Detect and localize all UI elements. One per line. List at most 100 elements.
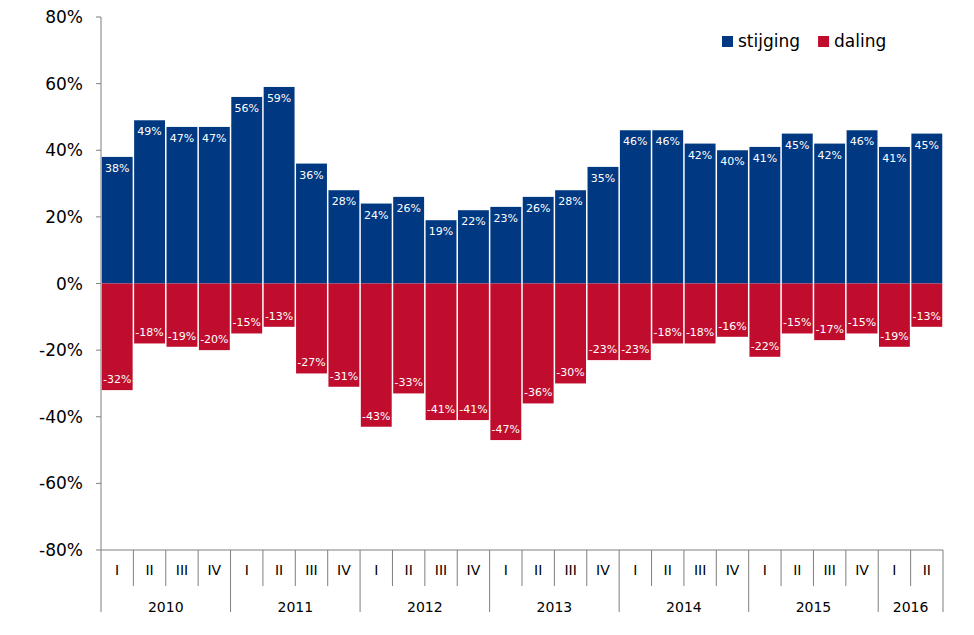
bar bbox=[620, 284, 651, 361]
bar bbox=[588, 167, 619, 284]
x-tick-label: II bbox=[664, 562, 672, 578]
chart: 38%49%47%47%56%59%36%28%24%26%19%22%23%2… bbox=[0, 0, 974, 635]
x-tick-label: IV bbox=[337, 562, 351, 578]
data-label: -43% bbox=[362, 410, 390, 423]
bar bbox=[911, 134, 942, 284]
category-separator bbox=[327, 550, 328, 586]
bar bbox=[490, 284, 521, 441]
data-label: -18% bbox=[686, 326, 714, 339]
data-label: -16% bbox=[718, 320, 746, 333]
group-label: 2011 bbox=[277, 599, 313, 615]
bar bbox=[749, 147, 780, 284]
x-tick-label: I bbox=[892, 562, 896, 578]
bar bbox=[231, 97, 262, 284]
bar bbox=[490, 207, 521, 284]
data-label: 38% bbox=[105, 162, 129, 175]
data-label: -22% bbox=[751, 340, 779, 353]
category-separator bbox=[813, 550, 814, 586]
y-tick bbox=[96, 416, 101, 417]
data-label: -18% bbox=[135, 326, 163, 339]
x-tick-label: II bbox=[923, 562, 931, 578]
bar bbox=[814, 284, 845, 341]
y-tick bbox=[96, 83, 101, 84]
y-tick-label: 0% bbox=[56, 274, 83, 294]
data-label: 28% bbox=[332, 195, 356, 208]
y-tick bbox=[96, 283, 101, 284]
category-separator bbox=[943, 550, 944, 612]
data-label: -17% bbox=[815, 323, 843, 336]
legend-label: daling bbox=[834, 31, 886, 51]
bar bbox=[685, 144, 716, 284]
data-label: 26% bbox=[526, 202, 550, 215]
category-separator bbox=[910, 550, 911, 586]
bar bbox=[782, 284, 813, 334]
data-label: -19% bbox=[168, 330, 196, 343]
bar bbox=[717, 284, 748, 337]
x-tick-label: II bbox=[145, 562, 153, 578]
legend-swatch bbox=[722, 36, 733, 47]
data-label: -13% bbox=[265, 310, 293, 323]
data-label: 24% bbox=[364, 209, 388, 222]
category-separator bbox=[295, 550, 296, 586]
data-label: -23% bbox=[589, 343, 617, 356]
bar bbox=[782, 134, 813, 284]
data-label: -31% bbox=[330, 370, 358, 383]
y-tick bbox=[96, 483, 101, 484]
data-label: 46% bbox=[656, 135, 680, 148]
data-label: -47% bbox=[492, 423, 520, 436]
group-label: 2014 bbox=[666, 599, 702, 615]
data-label: 42% bbox=[817, 149, 841, 162]
bar bbox=[847, 130, 878, 283]
bar bbox=[102, 157, 133, 284]
data-label: -36% bbox=[524, 386, 552, 399]
bar bbox=[167, 284, 198, 347]
y-tick-label: -40% bbox=[39, 407, 83, 427]
data-label: -20% bbox=[200, 333, 228, 346]
bar bbox=[296, 284, 327, 374]
y-tick bbox=[96, 150, 101, 151]
y-tick-label: -60% bbox=[39, 473, 83, 493]
data-label: 41% bbox=[753, 152, 777, 165]
group-label: 2015 bbox=[796, 599, 832, 615]
y-tick-label: 20% bbox=[45, 207, 83, 227]
category-separator bbox=[360, 550, 361, 612]
data-label: -13% bbox=[913, 310, 941, 323]
category-separator bbox=[230, 550, 231, 612]
bar bbox=[879, 147, 910, 284]
data-label: 28% bbox=[558, 195, 582, 208]
bar bbox=[458, 284, 489, 421]
category-separator bbox=[457, 550, 458, 586]
bar bbox=[588, 284, 619, 361]
bar bbox=[393, 197, 424, 284]
data-label: 42% bbox=[688, 149, 712, 162]
data-label: -23% bbox=[621, 343, 649, 356]
category-separator bbox=[133, 550, 134, 586]
bar bbox=[426, 220, 457, 283]
x-tick-label: III bbox=[823, 562, 835, 578]
category-separator bbox=[683, 550, 684, 586]
bar bbox=[523, 197, 554, 284]
bar bbox=[361, 284, 392, 427]
x-tick-label: I bbox=[763, 562, 767, 578]
bar bbox=[167, 127, 198, 284]
data-label: -41% bbox=[427, 403, 455, 416]
x-tick-label: III bbox=[694, 562, 706, 578]
category-separator bbox=[554, 550, 555, 586]
data-label: 46% bbox=[850, 135, 874, 148]
category-separator bbox=[845, 550, 846, 586]
y-tick bbox=[96, 550, 101, 551]
x-tick-label: IV bbox=[207, 562, 221, 578]
data-label: 26% bbox=[396, 202, 420, 215]
data-label: 47% bbox=[170, 132, 194, 145]
bar bbox=[102, 284, 133, 391]
bar bbox=[393, 284, 424, 394]
data-label: -15% bbox=[848, 316, 876, 329]
bar bbox=[620, 130, 651, 283]
data-label: 56% bbox=[235, 102, 259, 115]
x-tick-label: I bbox=[633, 562, 637, 578]
bar bbox=[458, 210, 489, 283]
x-tick-label: IV bbox=[467, 562, 481, 578]
data-label: 49% bbox=[137, 125, 161, 138]
x-tick-label: II bbox=[275, 562, 283, 578]
legend: stijgingdaling bbox=[722, 31, 886, 51]
